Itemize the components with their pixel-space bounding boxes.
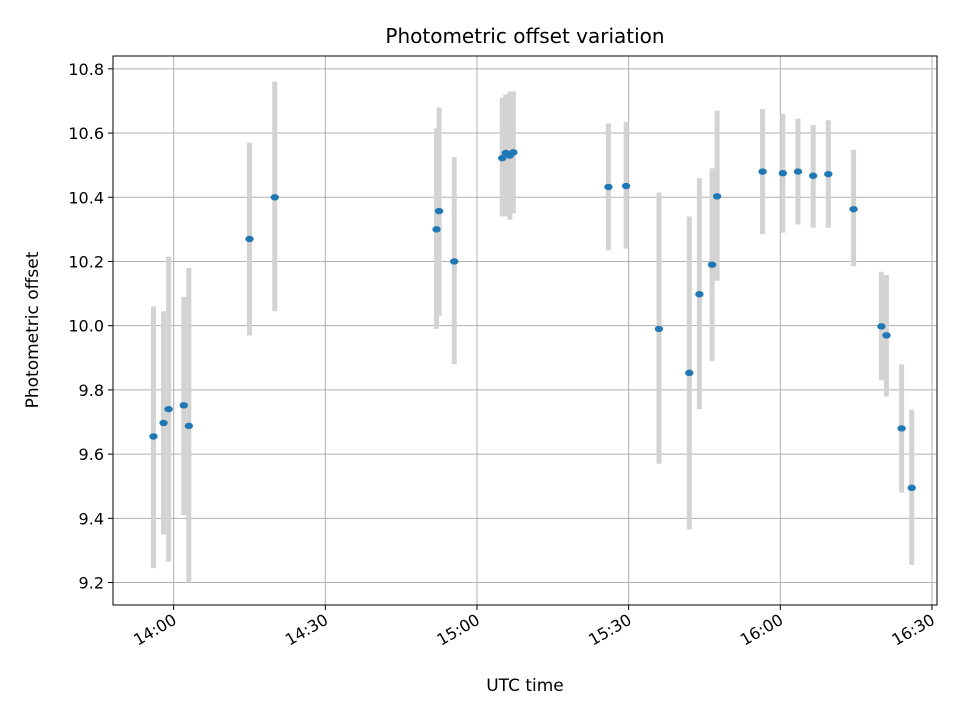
y-tick-label: 10.8: [68, 60, 104, 79]
y-tick-label: 10.2: [68, 252, 104, 271]
plot-frame: [112, 55, 938, 606]
data-point: [849, 205, 858, 213]
data-point: [270, 194, 279, 201]
data-point: [498, 154, 507, 162]
x-tick-label: 15:30: [585, 610, 634, 650]
data-point: [164, 405, 173, 413]
x-tick-label: 14:30: [282, 610, 331, 650]
data-point: [758, 168, 767, 175]
data-point: [882, 332, 891, 339]
data-point: [707, 261, 717, 268]
data-point: [778, 169, 788, 177]
y-tick-label: 9.6: [79, 445, 104, 464]
data-point: [432, 226, 441, 233]
data-point: [907, 484, 916, 492]
data-point: [184, 422, 194, 430]
data-point: [685, 369, 694, 377]
data-point: [450, 258, 459, 265]
y-axis-label: Photometric offset: [23, 251, 43, 408]
y-tick-label: 9.8: [79, 381, 104, 400]
x-tick-label: 16:00: [737, 610, 786, 650]
x-tick-label: 15:00: [434, 610, 483, 650]
data-point: [897, 425, 906, 432]
y-tick-label: 9.4: [79, 509, 104, 528]
data-point: [604, 183, 613, 191]
data-point: [149, 433, 158, 440]
data-point: [434, 207, 444, 215]
data-point: [712, 193, 722, 200]
data-point: [824, 170, 833, 178]
chart-title: Photometric offset variation: [385, 24, 664, 48]
y-axis-ticks: 9.2 9.4 9.6 9.8 10.0 10.2 10.4 10.6 10.8: [68, 60, 113, 593]
y-tick-label: 9.2: [79, 574, 104, 593]
error-bars: [150, 81, 915, 583]
x-axis-ticks: 14:00 14:30 15:00 15:30 16:00 16:30: [130, 605, 938, 650]
data-point: [179, 402, 188, 409]
data-point: [159, 419, 168, 427]
data-point: [509, 149, 518, 156]
data-point: [793, 168, 803, 175]
data-point: [695, 291, 704, 298]
y-tick-label: 10.0: [68, 317, 104, 336]
y-tick-label: 10.6: [68, 124, 104, 143]
x-tick-label: 14:00: [130, 610, 179, 650]
data-point: [877, 323, 886, 330]
y-tick-label: 10.4: [68, 188, 104, 207]
data-point: [621, 182, 631, 190]
data-point: [245, 235, 254, 243]
x-tick-label: 16:30: [889, 610, 938, 650]
data-point: [808, 172, 818, 179]
data-point: [654, 325, 664, 333]
x-axis-label: UTC time: [486, 676, 564, 696]
data-points: [149, 149, 916, 492]
